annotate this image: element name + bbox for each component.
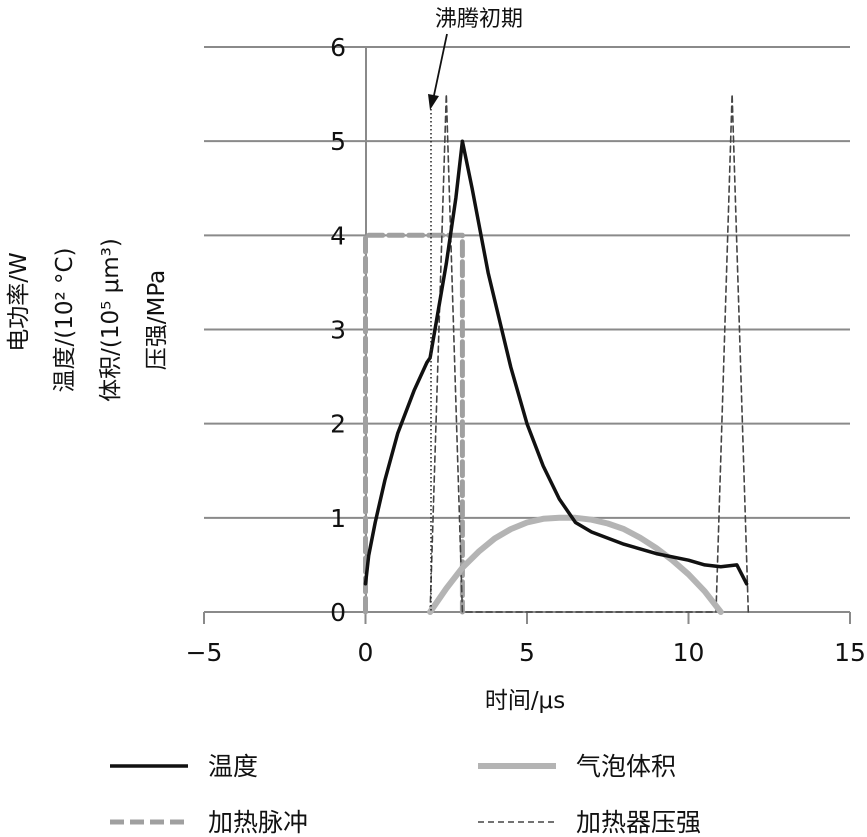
y-axis-title-line-4: 压强/MPa <box>144 270 170 371</box>
annotation-label: 沸腾初期 <box>435 7 523 32</box>
series-line <box>363 139 749 586</box>
series-line <box>429 93 750 613</box>
series-line <box>363 232 465 615</box>
y-tick-label: 3 <box>330 316 346 345</box>
y-tick-label: 5 <box>330 127 346 156</box>
y-axis-title: 电功率/W 温度/(10² °C) 体积/(10⁵ μm³) 压强/MPa <box>6 238 170 402</box>
y-axis-title-line-2: 温度/(10² °C) <box>52 247 78 392</box>
legend-label: 加热脉冲 <box>208 808 308 837</box>
grid-lines <box>204 46 850 519</box>
legend-label: 加热器压强 <box>576 808 701 837</box>
x-axis-title: 时间/μs <box>485 688 565 714</box>
series-line <box>427 514 724 615</box>
annotation-arrowhead <box>428 94 439 110</box>
legend-label: 温度 <box>208 752 258 781</box>
x-tick-label: 5 <box>519 638 535 667</box>
x-tick-label: −5 <box>186 638 223 667</box>
x-tick-label: 15 <box>834 638 866 667</box>
legend-label: 气泡体积 <box>576 752 676 781</box>
y-tick-label: 4 <box>330 221 346 250</box>
series <box>363 93 750 615</box>
y-axis-title-line-1: 电功率/W <box>6 252 32 352</box>
annotation-arrow <box>432 33 448 101</box>
y-tick-label: 0 <box>330 598 346 627</box>
y-tick-label: 6 <box>330 33 346 62</box>
x-tick-label: 10 <box>673 638 705 667</box>
y-ticks: 0 1 2 3 4 5 6 <box>330 33 346 627</box>
y-tick-label: 1 <box>330 504 346 533</box>
x-tick-label: 0 <box>358 638 374 667</box>
y-axis-title-line-3: 体积/(10⁵ μm³) <box>98 238 124 402</box>
y-tick-label: 2 <box>330 410 346 439</box>
x-ticks: −5 0 5 10 15 <box>186 612 866 667</box>
